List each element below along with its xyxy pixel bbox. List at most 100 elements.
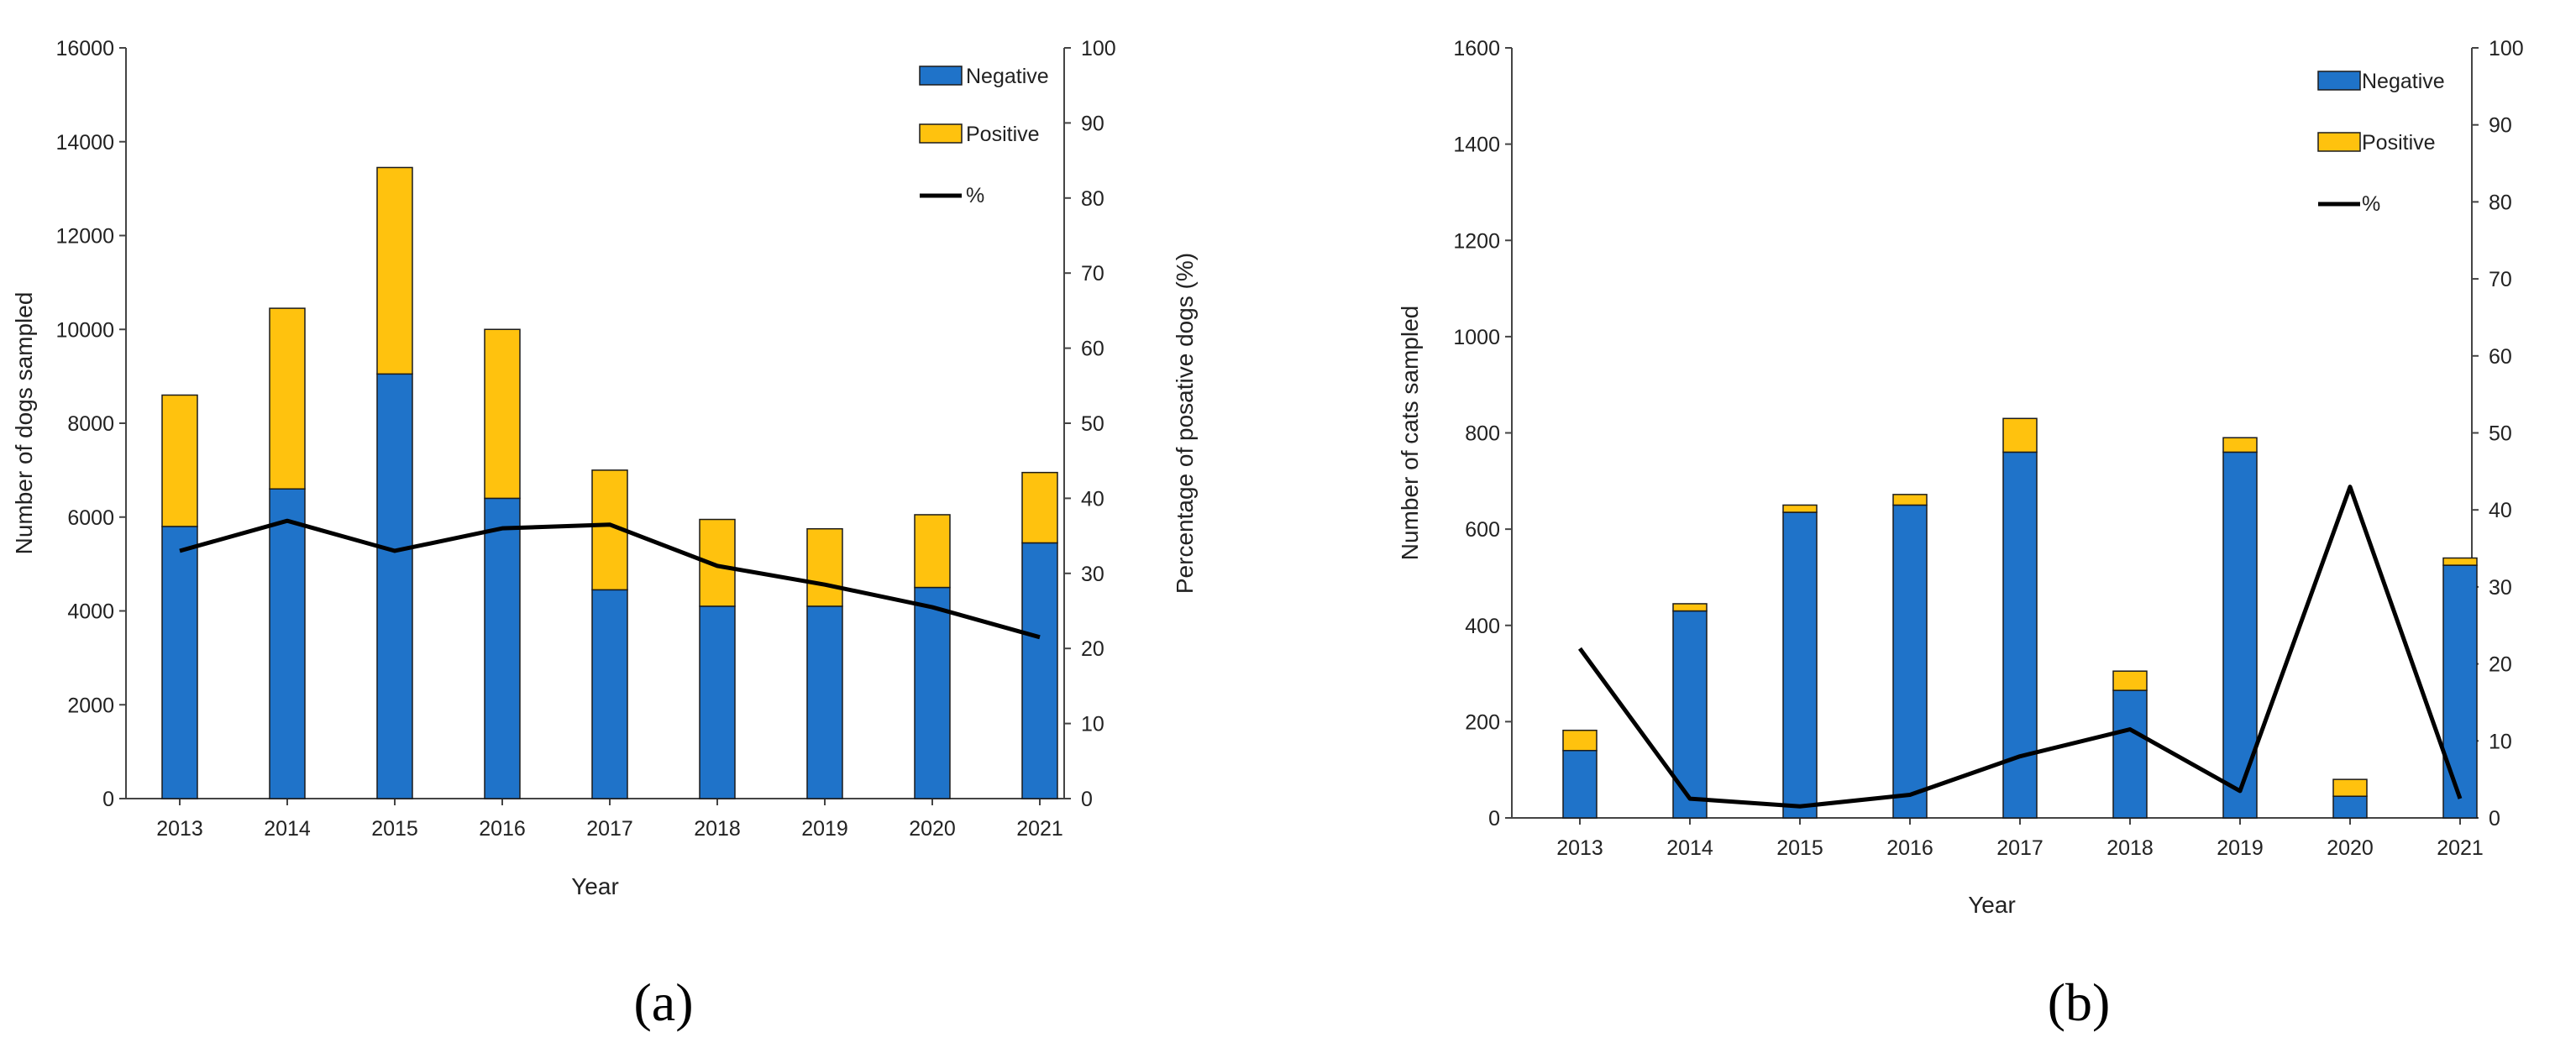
legend-swatch-negative xyxy=(919,66,963,86)
bar-negative-2020 xyxy=(914,586,951,799)
panel-label: (b) xyxy=(2048,972,2111,1032)
y2-tick-label: 40 xyxy=(2489,499,2512,522)
y2-tick-label: 20 xyxy=(2489,653,2512,677)
panel-label: (a) xyxy=(633,972,693,1032)
legend-label-negative: Negative xyxy=(2362,70,2445,93)
y-tick-label: 400 xyxy=(1465,615,1500,638)
x-tick-label: 2014 xyxy=(264,817,311,841)
bar-positive-2020 xyxy=(914,514,951,589)
legend-label-percent: % xyxy=(2362,192,2380,216)
y2-tick-label: 100 xyxy=(1081,37,1116,60)
y2-tick-label: 0 xyxy=(2489,807,2500,831)
bar-negative-2015 xyxy=(376,373,413,799)
x-tick-label: 2019 xyxy=(801,817,848,841)
bar-negative-2014 xyxy=(269,488,306,799)
x-tick-label: 2020 xyxy=(909,817,956,841)
x-tick-label: 2016 xyxy=(479,817,526,841)
bar-negative-2018 xyxy=(2112,689,2148,819)
bar-positive-2018 xyxy=(2112,670,2148,691)
y2-tick-label: 80 xyxy=(2489,191,2512,214)
y-axis-title: Number of dogs sampled xyxy=(11,292,37,555)
bar-negative-2019 xyxy=(806,605,843,799)
bar-positive-2016 xyxy=(484,328,521,500)
x-tick-label: 2015 xyxy=(371,817,418,841)
bar-negative-2020 xyxy=(2332,795,2368,819)
y2-axis-title: Percentage of posative dogs (%) xyxy=(1172,253,1198,594)
y-tick-label: 14000 xyxy=(55,131,114,155)
x-tick-label: 2021 xyxy=(2437,836,2484,860)
y-tick-label: 0 xyxy=(102,788,114,811)
bar-positive-2017 xyxy=(2002,417,2038,453)
y-tick-label: 6000 xyxy=(67,506,114,530)
y2-tick-label: 30 xyxy=(2489,576,2512,600)
bar-positive-2013 xyxy=(161,394,198,527)
bar-negative-2013 xyxy=(1562,750,1598,819)
y2-tick-label: 20 xyxy=(1081,637,1104,661)
y-tick-label: 12000 xyxy=(55,225,114,249)
bar-positive-2013 xyxy=(1562,729,1598,752)
x-tick-label: 2015 xyxy=(1776,836,1823,860)
legend: Negative Positive% xyxy=(2317,70,2445,216)
y-tick-label: 800 xyxy=(1465,422,1500,446)
x-tick-label: 2016 xyxy=(1886,836,1933,860)
y2-tick-label: 60 xyxy=(2489,345,2512,369)
bar-negative-2017 xyxy=(591,589,628,799)
y2-tick-label: 90 xyxy=(2489,114,2512,138)
y2-tick-label: 70 xyxy=(2489,268,2512,291)
y-tick-label: 2000 xyxy=(67,694,114,717)
legend-swatch-positive xyxy=(2317,132,2361,152)
y-tick-label: 1600 xyxy=(1453,37,1500,60)
bar-positive-2015 xyxy=(376,166,413,375)
x-tick-label: 2017 xyxy=(586,817,633,841)
x-axis-title: Year xyxy=(1968,892,2016,918)
x-tick-label: 2013 xyxy=(156,817,203,841)
bar-negative-2015 xyxy=(1782,511,1818,819)
legend-label-positive: Positive xyxy=(966,123,1040,146)
y2-tick-label: 10 xyxy=(1081,713,1104,736)
bar-negative-2013 xyxy=(161,526,198,799)
percent-line xyxy=(1577,485,2463,809)
y-tick-label: 1000 xyxy=(1453,326,1500,349)
x-tick-label: 2018 xyxy=(694,817,741,841)
bar-positive-2014 xyxy=(1672,603,1708,612)
bar-negative-2014 xyxy=(1672,610,1708,819)
bar-positive-2018 xyxy=(699,518,736,607)
y2-tick-label: 40 xyxy=(1081,487,1104,511)
y2-tick-label: 30 xyxy=(1081,563,1104,586)
legend-label-percent: % xyxy=(966,184,984,207)
y-tick-label: 8000 xyxy=(67,412,114,436)
x-tick-label: 2021 xyxy=(1016,817,1063,841)
y2-tick-label: 50 xyxy=(2489,422,2512,446)
x-tick-label: 2013 xyxy=(1556,836,1603,860)
bar-negative-2016 xyxy=(484,497,521,799)
legend-label-positive: Positive xyxy=(2362,131,2436,155)
bar-positive-2014 xyxy=(269,307,306,490)
chart-a: 0 2000 4000 6000 8000 10000 12000 14000 16000 0 10… xyxy=(11,37,1198,1032)
chart-b: 0 200 400 600 800 1000 1200 1400 1600 0 10 20 30 40 50… xyxy=(1397,37,2524,1032)
percent-line xyxy=(179,518,1041,640)
x-tick-label: 2020 xyxy=(2327,836,2374,860)
y-axis-title: Number of cats sampled xyxy=(1397,306,1423,560)
bar-positive-2016 xyxy=(1892,494,1928,506)
legend-swatch-negative xyxy=(2317,71,2361,91)
bar-negative-2021 xyxy=(1021,542,1058,799)
x-tick-label: 2019 xyxy=(2217,836,2264,860)
y2-tick-label: 60 xyxy=(1081,338,1104,361)
bar-positive-2021 xyxy=(1021,471,1058,544)
legend: Negative Positive% xyxy=(919,65,1049,207)
bar-negative-2017 xyxy=(2002,451,2038,819)
bar-positive-2019 xyxy=(806,527,843,607)
bar-positive-2021 xyxy=(2442,557,2478,566)
legend-swatch-positive xyxy=(919,123,963,144)
legend-label-negative: Negative xyxy=(966,65,1049,88)
y-tick-label: 10000 xyxy=(55,318,114,342)
y2-tick-label: 80 xyxy=(1081,187,1104,211)
bar-positive-2020 xyxy=(2332,778,2368,797)
bar-negative-2016 xyxy=(1892,504,1928,819)
y-tick-label: 16000 xyxy=(55,37,114,60)
y2-tick-label: 70 xyxy=(1081,262,1104,286)
x-axis-title: Year xyxy=(571,873,619,899)
x-tick-label: 2017 xyxy=(1996,836,2043,860)
bar-positive-2015 xyxy=(1782,504,1818,513)
